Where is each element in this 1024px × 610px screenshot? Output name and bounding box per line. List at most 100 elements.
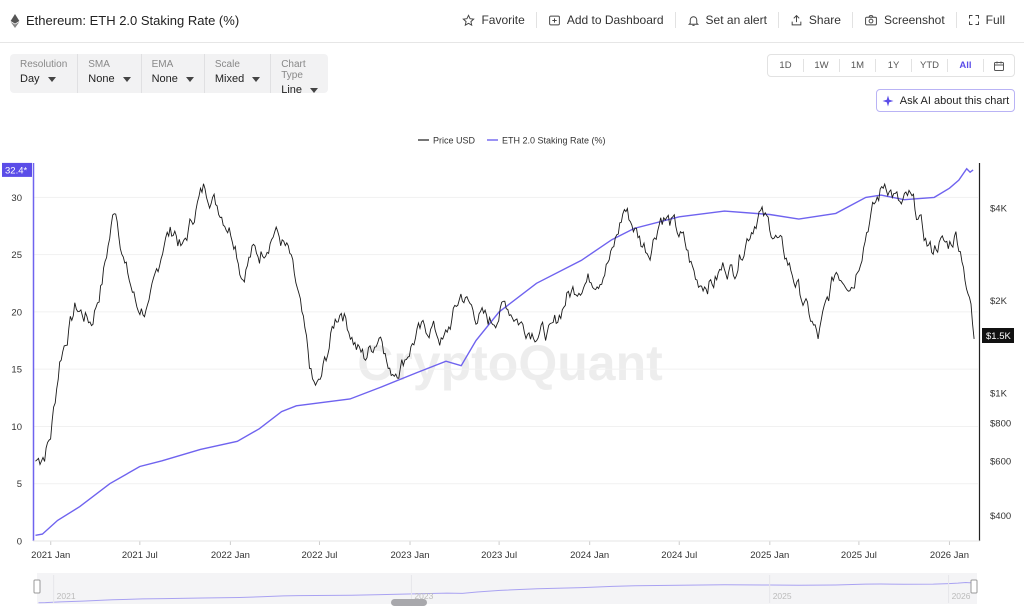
caret-down-icon <box>310 87 318 93</box>
ethereum-icon <box>10 13 20 28</box>
divider <box>535 12 537 28</box>
sma-select[interactable]: SMA None <box>78 54 142 93</box>
divider <box>947 59 948 72</box>
left-axis: 0 5 10 15 20 25 30 <box>11 193 22 548</box>
x-tick-label: 2021 Jul <box>122 550 158 561</box>
left-tick-label: 5 <box>17 479 22 490</box>
ask-ai-label: Ask AI about this chart <box>899 94 1010 107</box>
x-tick-label: 2023 Jan <box>390 550 429 561</box>
x-tick-label: 2024 Jan <box>570 550 609 561</box>
range-1y-button[interactable]: 1Y <box>887 60 900 71</box>
calendar-button[interactable] <box>984 60 1014 72</box>
add-to-dashboard-label: Add to Dashboard <box>566 13 664 27</box>
caret-down-icon <box>252 76 261 82</box>
share-label: Share <box>808 13 841 27</box>
staking-current-value: 32.4* <box>5 165 27 176</box>
range-1d-button[interactable]: 1D <box>779 60 792 71</box>
price-current-badge: $1.5K <box>982 328 1014 343</box>
staking-current-badge: 32.4* <box>2 162 32 177</box>
scale-select[interactable]: Scale Mixed <box>205 54 272 93</box>
ema-select[interactable]: EMA None <box>142 54 205 93</box>
chart-legend: Price USD ETH 2.0 Staking Rate (%) <box>418 136 606 146</box>
add-to-dashboard-button[interactable]: Add to Dashboard <box>537 13 675 27</box>
range-1m-button[interactable]: 1M <box>850 60 865 71</box>
ask-ai-button[interactable]: Ask AI about this chart <box>876 89 1015 112</box>
x-axis: 2021 Jan 2021 Jul 2022 Jan 2022 Jul 2023 Jan… <box>31 541 969 561</box>
price-current-value: $1.5K <box>986 331 1011 342</box>
divider <box>955 12 957 28</box>
sparkle-icon <box>882 95 894 106</box>
share-button[interactable]: Share <box>779 13 852 27</box>
time-navigator[interactable]: 2021 2023 2025 2026 <box>33 573 978 606</box>
caret-down-icon <box>47 76 56 82</box>
legend-price-label: Price USD <box>433 136 476 146</box>
header-bar: Ethereum: ETH 2.0 Staking Rate (%) Favor… <box>0 0 1024 43</box>
divider <box>839 59 840 72</box>
x-tick-label: 2026 Jan <box>930 550 969 561</box>
range-ytd-button[interactable]: YTD <box>920 60 939 71</box>
price-line <box>35 182 975 466</box>
navigator-staking-line <box>38 581 973 604</box>
chart-type-value: Line <box>281 84 302 96</box>
calendar-icon <box>994 61 1004 71</box>
range-all-button[interactable]: All <box>959 60 972 71</box>
caret-down-icon <box>185 76 194 82</box>
range-1w-button[interactable]: 1W <box>814 60 829 71</box>
set-alert-button[interactable]: Set an alert <box>676 13 778 27</box>
star-icon <box>462 13 476 26</box>
sma-label: SMA <box>88 59 110 70</box>
fullscreen-label: Full <box>985 13 1005 27</box>
share-icon <box>791 14 802 25</box>
divider <box>674 12 676 28</box>
fullscreen-icon <box>968 15 979 25</box>
camera-icon <box>865 14 877 25</box>
header-actions: Favorite Add to Dashboard Set an alert S… <box>451 12 1016 28</box>
navigator-scrollbar-thumb[interactable] <box>391 599 427 606</box>
x-tick-label: 2025 Jan <box>750 550 789 561</box>
right-tick-label: $2K <box>990 296 1008 307</box>
set-alert-label: Set an alert <box>705 13 767 27</box>
fullscreen-button[interactable]: Full <box>957 13 1016 27</box>
navigator-track <box>37 573 977 604</box>
right-tick-label: $800 <box>990 418 1011 429</box>
dashboard-add-icon <box>548 15 560 25</box>
page-title: Ethereum: ETH 2.0 Staking Rate (%) <box>10 13 239 28</box>
navigator-right-handle[interactable] <box>970 579 978 594</box>
right-tick-label: $600 <box>990 457 1011 468</box>
time-range-selector: 1D 1W 1M 1Y YTD All <box>767 54 1015 77</box>
navigator-year-label: 2023 <box>414 591 433 601</box>
staking-rate-line <box>35 167 974 536</box>
chart-controls: Resolution Day SMA None EMA None Scale M… <box>10 54 328 96</box>
x-tick-label: 2025 Jul <box>841 550 877 561</box>
resolution-select[interactable]: Resolution Day <box>10 54 79 93</box>
chart-type-label: Chart Type <box>281 59 306 81</box>
left-tick-label: 10 <box>11 422 22 433</box>
left-tick-label: 20 <box>11 307 22 318</box>
divider <box>803 59 804 72</box>
right-tick-label: $4K <box>990 203 1008 214</box>
navigator-year-label: 2021 <box>57 591 76 601</box>
navigator-left-handle[interactable] <box>33 579 41 594</box>
divider <box>851 12 853 28</box>
divider <box>911 59 912 72</box>
page-title-text: Ethereum: ETH 2.0 Staking Rate (%) <box>26 13 240 28</box>
chart-area: Price USD ETH 2.0 Staking Rate (%) Crypt… <box>2 136 1014 606</box>
bell-icon <box>687 15 699 26</box>
legend-staking-label: ETH 2.0 Staking Rate (%) <box>502 136 606 146</box>
screenshot-button[interactable]: Screenshot <box>853 13 956 27</box>
chart-type-select[interactable]: Chart Type Line <box>271 54 328 96</box>
divider <box>777 12 779 28</box>
x-tick-label: 2021 Jan <box>31 550 70 561</box>
navigator-year-label: 2025 <box>773 591 792 601</box>
left-tick-label: 0 <box>17 537 22 548</box>
x-tick-label: 2022 Jul <box>302 550 338 561</box>
x-tick-label: 2022 Jan <box>211 550 250 561</box>
favorite-button[interactable]: Favorite <box>451 13 535 27</box>
divider <box>875 59 876 72</box>
chart-grid <box>34 196 978 542</box>
divider <box>983 59 984 72</box>
right-axis: $400 $600 $800 $1K $2K $4K <box>990 203 1011 521</box>
right-tick-label: $400 <box>990 511 1011 522</box>
x-tick-label: 2023 Jul <box>481 550 517 561</box>
left-tick-label: 25 <box>11 250 22 261</box>
